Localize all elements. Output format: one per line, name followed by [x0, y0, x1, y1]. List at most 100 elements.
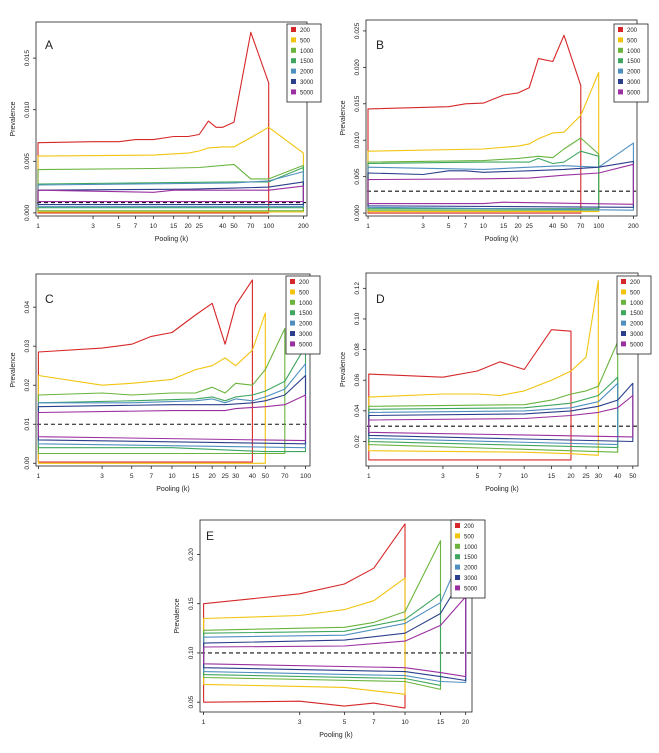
- panel-e-x-tick-label: 5: [343, 719, 347, 726]
- panel-c-x-tick-label: 3: [100, 473, 104, 480]
- panel-a-y-tick-label: 0.005: [24, 153, 31, 170]
- panel-a-y-tick-label: 0.010: [24, 101, 31, 118]
- panel-e-legend-label-2000: 2000: [464, 566, 478, 572]
- panel-b-x-tick-label: 20: [514, 223, 522, 230]
- panel-a-series-3000: [37, 181, 304, 206]
- panel-e-legend-label-500: 500: [464, 534, 475, 540]
- panel-d-series-200: [368, 329, 572, 461]
- panel-b-legend-swatch-1500: [618, 58, 623, 64]
- panel-c-y-tick-label: 0.02: [24, 379, 31, 392]
- panel-a-x-tick-label: 50: [230, 223, 238, 230]
- panel-c-x-tick-label: 25: [221, 473, 229, 480]
- panel-a-y-tick-label: 0.000: [24, 204, 31, 221]
- panel-c-x-tick-label: 1: [37, 473, 41, 480]
- panel-b-x-tick-label: 25: [526, 223, 534, 230]
- panel-a-legend-swatch-5000: [291, 89, 296, 95]
- panel-b-legend-label-2000: 2000: [627, 70, 641, 76]
- panel-e-frame: [199, 519, 473, 713]
- panel-e-y-tick-label: 0.15: [188, 597, 195, 610]
- panel-e-x-tick-label: 10: [401, 719, 409, 726]
- panel-d-legend-swatch-500: [621, 289, 626, 295]
- panel-b-x-tick-label: 1: [366, 223, 370, 230]
- panel-d-x-tick-label: 25: [582, 473, 590, 480]
- panel-d-legend-swatch-1000: [621, 299, 626, 305]
- panel-b-legend-swatch-200: [618, 27, 623, 32]
- panel-b-series-1000: [367, 137, 600, 211]
- panel-a-series-5000: [37, 185, 304, 203]
- panel-e-series-500: [203, 577, 406, 695]
- panel-d-x-tick-label: 50: [629, 473, 637, 480]
- panel-d-x-tick-label: 30: [595, 473, 603, 480]
- panel-e-x-axis-label: Pooling (k): [319, 732, 352, 739]
- panel-c-x-tick-label: 100: [300, 473, 311, 480]
- panel-a-series-1500: [37, 166, 304, 209]
- panel-d-series-1500: [368, 376, 619, 449]
- panel-d-series-5000: [368, 394, 634, 438]
- panel-e-legend-label-5000: 5000: [464, 586, 478, 592]
- panel-b-x-tick-label: 3: [421, 223, 425, 230]
- panel-b-frame: [365, 19, 638, 217]
- panel-a-x-tick-label: 200: [298, 223, 309, 230]
- panel-b-legend-swatch-3000: [618, 79, 623, 84]
- panel-b-legend-swatch-5000: [618, 89, 623, 95]
- panel-e-legend-swatch-3000: [455, 575, 460, 580]
- panel-e-series-5000: [203, 596, 467, 678]
- panel-a-series-1000: [37, 163, 304, 212]
- panel-c-legend-label-1000: 1000: [299, 301, 313, 307]
- panel-a-x-tick-label: 15: [170, 223, 178, 230]
- panel-b-legend-label-3000: 3000: [627, 80, 641, 86]
- panel-a-series-500: [37, 126, 304, 213]
- panel-c-series-200: [37, 279, 253, 463]
- panel-e-legend-label-200: 200: [464, 524, 475, 530]
- panel-c-series-3000: [37, 374, 307, 445]
- panel-e-x-tick-label: 7: [372, 719, 376, 726]
- panel-a-legend-swatch-500: [291, 37, 296, 43]
- panel-c-series-500: [37, 312, 266, 464]
- panel-d-series-500: [368, 280, 599, 456]
- panel-a-x-tick-label: 100: [263, 223, 274, 230]
- panel-b-legend-swatch-2000: [618, 68, 623, 74]
- panel-c-series-1000: [37, 328, 286, 455]
- panel-c-y-tick-label: 0.04: [24, 300, 31, 313]
- panel-b-y-tick-label: 0.000: [354, 205, 361, 222]
- panel-b-series-200: [367, 34, 582, 214]
- panel-a-y-axis-label: Prevalence: [10, 101, 17, 136]
- panel-a-legend-swatch-200: [291, 27, 296, 32]
- panel-a-legend-label-3000: 3000: [300, 80, 314, 86]
- panel-d-x-tick-label: 20: [567, 473, 575, 480]
- panel-b-legend-label-1500: 1500: [627, 59, 641, 65]
- panel-d-legend-label-1000: 1000: [630, 301, 644, 307]
- panel-e-x-tick-label: 20: [462, 719, 470, 726]
- panel-a-x-axis-label: Pooling (k): [155, 236, 188, 243]
- panel-b-x-tick-label: 40: [549, 223, 557, 230]
- panel-c-x-tick-label: 5: [130, 473, 134, 480]
- panel-d-legend-label-200: 200: [630, 280, 641, 286]
- panel-d-x-tick-label: 3: [441, 473, 445, 480]
- panel-b-y-tick-label: 0.015: [354, 95, 361, 112]
- panel-e: 1 3 5 7 10 15 20 0.05 0.10 0.15 0.20 Pooling (k) Pre…: [174, 519, 486, 739]
- panel-d-legend-label-500: 500: [630, 290, 641, 296]
- panel-a-x-tick-label: 5: [117, 223, 121, 230]
- panel-e-legend-label-1500: 1500: [464, 555, 478, 561]
- panel-e-y-tick-label: 0.10: [188, 646, 195, 659]
- panel-e-series-1500: [203, 593, 442, 686]
- panel-c-x-axis-label: Pooling (k): [156, 486, 189, 493]
- panel-c-frame: [35, 273, 311, 467]
- panel-d-series-1000: [368, 341, 619, 453]
- panel-e-legend-swatch-500: [455, 533, 460, 539]
- panel-c-legend-label-2000: 2000: [299, 322, 313, 328]
- panel-c-y-axis-label: Prevalence: [10, 352, 17, 387]
- panel-a-letter: A: [45, 38, 53, 52]
- panel-a-x-tick-label: 1: [36, 223, 40, 230]
- panel-b-legend-label-1000: 1000: [627, 49, 641, 55]
- panel-c-legend-swatch-200: [290, 279, 295, 284]
- panel-a-legend-swatch-1000: [291, 47, 296, 53]
- panel-c-legend-swatch-2000: [290, 320, 295, 326]
- panel-a-legend-label-1500: 1500: [300, 59, 314, 65]
- panel-d-y-tick-label: 0.04: [354, 404, 361, 417]
- panel-d-letter: D: [376, 292, 385, 306]
- panel-a-legend-swatch-2000: [291, 68, 296, 74]
- panel-c-y-tick-label: 0.01: [24, 418, 31, 431]
- panel-a-legend-label-500: 500: [300, 38, 311, 44]
